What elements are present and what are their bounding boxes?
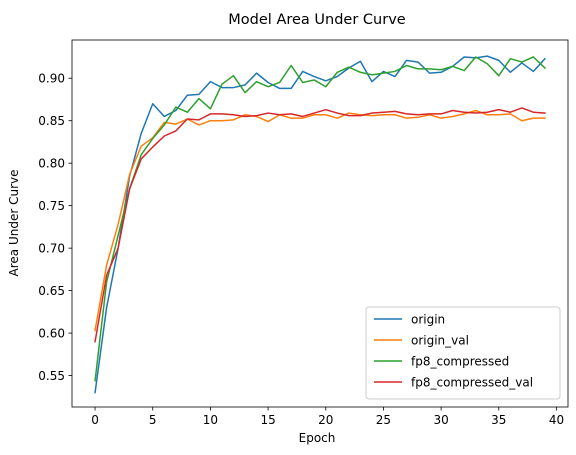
y-tick-label: 0.80 (38, 156, 65, 170)
y-tick-label: 0.85 (38, 114, 65, 128)
series-line-fp8-compressed-val (94, 107, 546, 343)
x-tick-label: 35 (491, 413, 506, 427)
legend: origin origin_val fp8_compressed fp8_compre… (365, 306, 561, 400)
y-tick-label: 0.90 (38, 72, 65, 86)
legend-label: origin_val (411, 333, 469, 347)
chart-title: Model Area Under Curve (228, 12, 405, 28)
y-tick-label: 0.75 (38, 199, 65, 213)
legend-box (365, 306, 561, 400)
y-tick-label: 0.55 (38, 369, 65, 383)
x-axis-label: Epoch (299, 431, 336, 445)
x-tick-label: 5 (149, 413, 157, 427)
series-line-fp8-compressed (94, 56, 546, 382)
y-tick-label: 0.65 (38, 284, 65, 298)
x-tick-label: 15 (260, 413, 275, 427)
plot-area: 0 5 10 15 20 25 30 35 40 0.55 0.60 0.65 0.70 0.75 0.8… (38, 39, 569, 427)
x-tick-label: 0 (91, 413, 99, 427)
legend-label: origin (411, 312, 445, 326)
x-tick-label: 30 (433, 413, 448, 427)
y-tick-label: 0.60 (38, 326, 65, 340)
y-axis: 0.55 0.60 0.65 0.70 0.75 0.80 0.85 0.90 (38, 72, 72, 383)
x-tick-label: 10 (203, 413, 218, 427)
x-axis: 0 5 10 15 20 25 30 35 40 (91, 407, 564, 427)
plot-frame (71, 39, 569, 408)
x-tick-label: 20 (318, 413, 333, 427)
y-tick-label: 0.70 (38, 241, 65, 255)
x-tick-label: 25 (376, 413, 391, 427)
legend-label: fp8_compressed (411, 354, 509, 368)
series-line-origin (94, 55, 546, 394)
y-axis-label: Area Under Curve (7, 170, 21, 277)
legend-label: fp8_compressed_val (411, 375, 533, 389)
x-tick-label: 40 (549, 413, 564, 427)
series-layer (94, 55, 546, 394)
